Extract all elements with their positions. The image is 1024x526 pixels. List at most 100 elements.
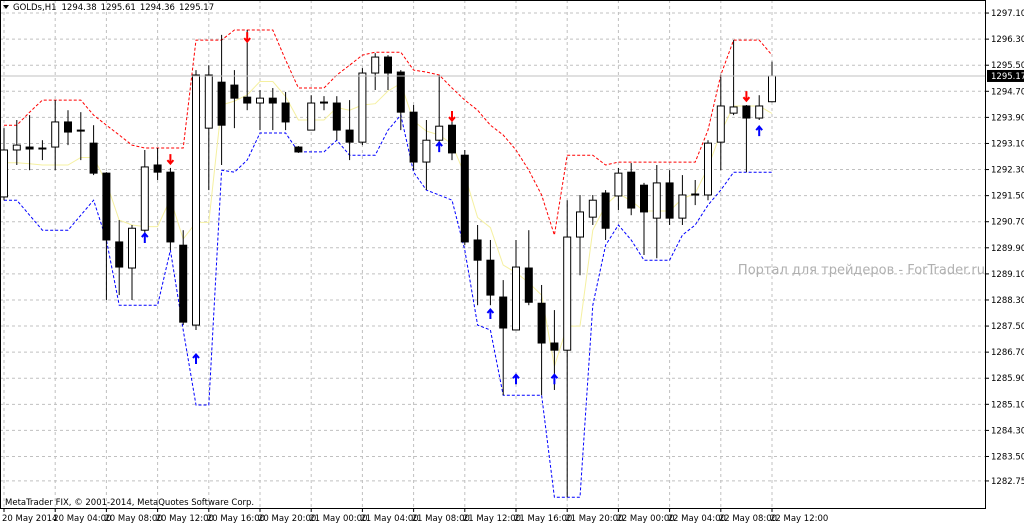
y-tick-label: 1296.30 — [991, 35, 1024, 45]
candle-body — [627, 171, 636, 209]
channel-line — [4, 114, 772, 498]
signal-arrow — [166, 154, 175, 166]
watermark: Портал для трейдеров - ForTrader.ru — [738, 263, 985, 278]
candle-body — [268, 97, 277, 104]
candle-body — [550, 342, 559, 351]
candle-body — [576, 211, 584, 238]
candle-body — [115, 241, 124, 268]
candle-body — [435, 125, 444, 141]
candle-body — [537, 302, 546, 344]
candle-body — [486, 259, 495, 296]
x-tick-label: 21 May 08:00 — [412, 514, 470, 524]
candle-body — [768, 75, 776, 103]
y-tick-label: 1297.10 — [991, 9, 1024, 19]
candle-body — [51, 121, 60, 148]
y-tick-label: 1286.70 — [991, 348, 1024, 358]
header-high: 1295.61 — [101, 3, 136, 13]
y-tick-label: 1284.30 — [991, 426, 1024, 436]
candle-body — [179, 244, 188, 323]
candle-body — [563, 236, 572, 351]
x-tick-label: 21 May 20:00 — [565, 514, 623, 524]
candle-body — [755, 105, 764, 119]
candle-body — [128, 227, 136, 269]
y-tick-label: 1294.70 — [991, 87, 1024, 97]
candle-body — [384, 56, 392, 74]
signal-arrow — [243, 32, 251, 44]
signal-arrow — [755, 125, 763, 137]
x-tick-label: 21 May 00:00 — [309, 514, 367, 524]
candle-body — [358, 72, 367, 143]
candle-body — [256, 97, 264, 104]
candle-body — [192, 74, 200, 326]
header-low: 1294.36 — [140, 3, 175, 13]
copyright: MetaTrader FIX, © 2001-2014, MetaQuotes … — [5, 498, 254, 508]
y-tick-label: 1287.50 — [991, 322, 1024, 332]
candle-body — [409, 111, 418, 163]
candle-body — [640, 184, 648, 213]
candle-body — [76, 129, 85, 132]
candle-body — [371, 56, 380, 74]
x-tick-label: 22 May 00:00 — [616, 514, 674, 524]
signal-arrow — [435, 141, 443, 153]
x-tick-label: 20 May 04:00 — [53, 514, 111, 524]
x-tick-label: 20 May 08:00 — [104, 514, 162, 524]
candle-body — [678, 194, 687, 219]
menu-icon[interactable] — [3, 5, 9, 9]
signal-arrow — [550, 373, 559, 385]
candle-body — [512, 266, 520, 331]
y-tick-label: 1290.70 — [991, 218, 1024, 228]
candle-body — [0, 149, 8, 198]
candle-body — [243, 96, 252, 104]
y-tick-label: 1283.50 — [991, 452, 1024, 462]
candle-body — [601, 192, 610, 229]
candle-body — [281, 102, 290, 123]
y-tick-label: 1289.90 — [991, 244, 1024, 254]
candle-body — [166, 171, 175, 243]
candle-body — [320, 101, 328, 104]
candle-body — [473, 239, 482, 261]
candle-body — [704, 142, 712, 196]
x-tick-label: 21 May 04:00 — [360, 514, 418, 524]
x-tick-label: 22 May 04:00 — [668, 514, 726, 524]
candle-body — [742, 105, 751, 119]
symbol: GOLDs,H1 — [13, 3, 57, 13]
candle-body — [652, 182, 661, 219]
signal-arrow — [512, 373, 520, 385]
channel-line — [4, 29, 773, 236]
candle-body — [294, 146, 303, 153]
candle-body — [691, 193, 700, 196]
candle-body — [64, 121, 72, 133]
header: GOLDs,H1 1294.38 1295.61 1294.36 1295.17 — [13, 3, 214, 13]
candle-body — [499, 296, 508, 329]
x-tick-label: 22 May 08:00 — [719, 514, 777, 524]
x-tick-label: 20 May 12:00 — [156, 514, 214, 524]
last-price-box — [987, 69, 1024, 82]
candle-body — [665, 182, 674, 219]
candle-body — [102, 172, 111, 241]
candle-body — [588, 199, 597, 218]
candle-body — [12, 144, 21, 151]
x-tick-label: 22 May 12:00 — [770, 514, 828, 524]
candle-body — [524, 267, 533, 303]
candle-body — [217, 81, 226, 126]
candle-body — [332, 102, 341, 131]
candle-body — [140, 166, 149, 231]
candle-body — [38, 147, 47, 150]
signal-arrow — [192, 352, 200, 365]
candle-body — [345, 129, 354, 143]
candle-body — [230, 84, 239, 99]
signal-arrow — [141, 232, 149, 244]
x-tick-label: 20 May 2014 — [2, 514, 57, 524]
plot-frame — [0, 0, 986, 509]
candle-body — [25, 146, 34, 150]
candle-body — [614, 172, 623, 197]
y-tick-label: 1288.30 — [991, 296, 1024, 306]
x-tick-label: 21 May 12:00 — [463, 514, 521, 524]
y-tick-label: 1295.50 — [991, 61, 1024, 71]
last-price-label: 1295.17 — [991, 72, 1024, 82]
y-tick-label: 1289.10 — [991, 270, 1024, 280]
candle-body — [153, 164, 162, 173]
y-tick-label: 1285.10 — [991, 400, 1024, 410]
